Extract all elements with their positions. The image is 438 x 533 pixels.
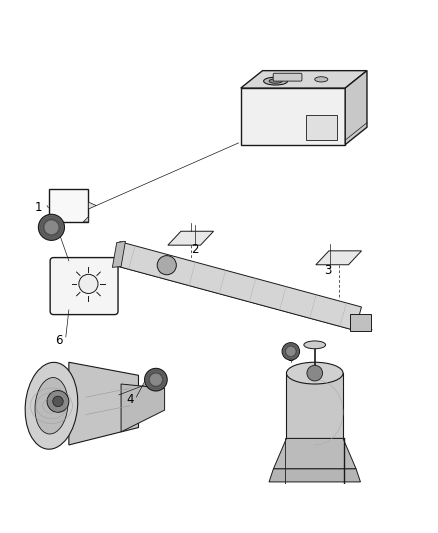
Circle shape [53, 396, 63, 407]
Circle shape [149, 373, 162, 386]
FancyBboxPatch shape [350, 314, 371, 331]
Ellipse shape [315, 77, 328, 82]
Ellipse shape [35, 377, 68, 434]
Ellipse shape [269, 79, 282, 83]
Circle shape [79, 274, 98, 294]
Circle shape [145, 368, 167, 391]
Polygon shape [269, 469, 360, 482]
Circle shape [44, 220, 59, 235]
Text: 4: 4 [126, 393, 134, 406]
Polygon shape [316, 251, 361, 265]
FancyBboxPatch shape [273, 73, 302, 81]
Polygon shape [241, 88, 345, 144]
Ellipse shape [304, 341, 325, 349]
Polygon shape [113, 241, 125, 268]
FancyBboxPatch shape [50, 257, 118, 314]
Circle shape [47, 391, 69, 413]
Polygon shape [69, 362, 138, 445]
Polygon shape [168, 231, 214, 245]
Polygon shape [83, 217, 88, 222]
Polygon shape [113, 264, 372, 330]
Circle shape [282, 343, 300, 360]
Circle shape [307, 365, 322, 381]
Ellipse shape [25, 362, 78, 449]
Polygon shape [121, 384, 165, 432]
Polygon shape [88, 202, 96, 209]
Polygon shape [286, 373, 343, 439]
Text: 1: 1 [35, 201, 42, 214]
Polygon shape [113, 241, 361, 330]
Ellipse shape [286, 362, 343, 384]
FancyBboxPatch shape [306, 115, 336, 140]
Circle shape [157, 256, 177, 275]
FancyBboxPatch shape [49, 189, 88, 222]
Polygon shape [241, 71, 367, 88]
Circle shape [39, 214, 64, 240]
Text: 5: 5 [287, 351, 294, 365]
Text: 3: 3 [324, 264, 332, 277]
Circle shape [286, 346, 296, 357]
Ellipse shape [264, 77, 288, 85]
Text: 6: 6 [56, 334, 63, 347]
Polygon shape [273, 439, 356, 469]
Text: 2: 2 [191, 244, 199, 256]
Polygon shape [345, 71, 367, 144]
